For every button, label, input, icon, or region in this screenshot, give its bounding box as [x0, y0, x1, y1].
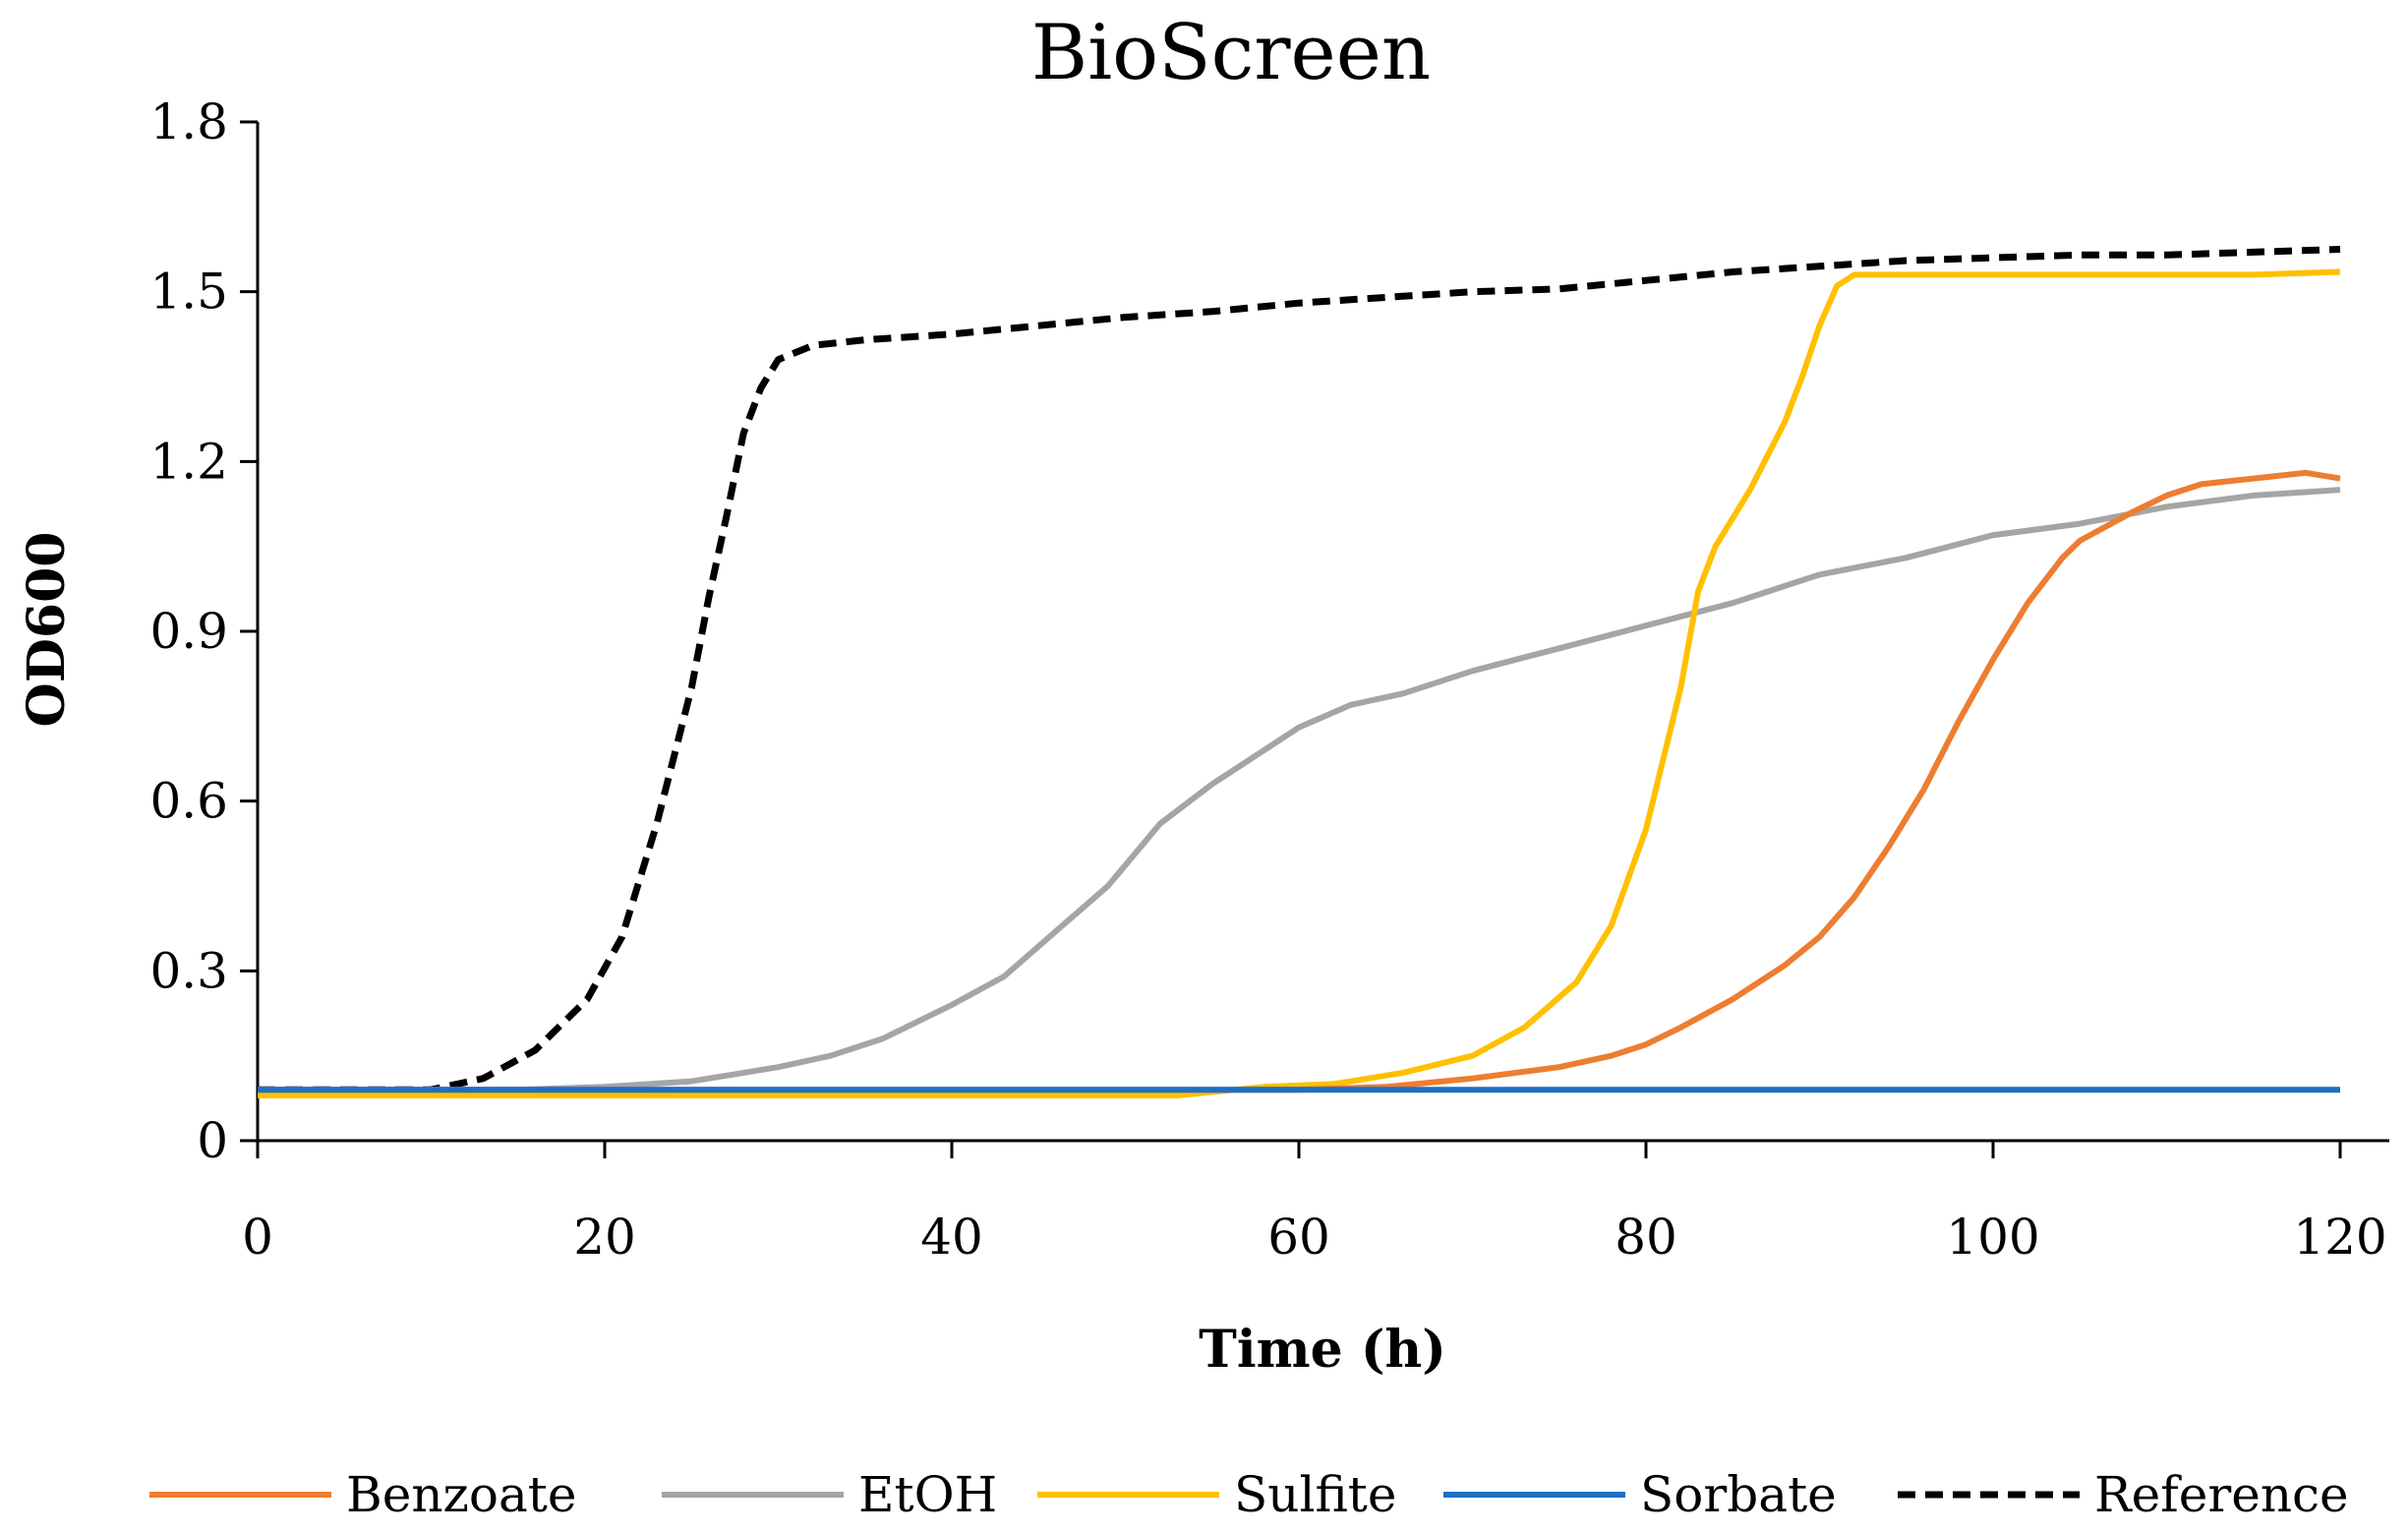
y-tick-label: 1.2: [149, 433, 228, 490]
x-tick-label: 100: [1946, 1209, 2039, 1266]
y-tick-label: 1.8: [149, 93, 228, 150]
x-axis-label: Time (h): [1199, 1320, 1446, 1380]
series-line-benzoate: [258, 469, 2341, 1093]
series-line-etoh: [258, 487, 2341, 1093]
y-tick-label: 1.5: [149, 264, 228, 321]
series-line-reference: [258, 246, 2341, 1093]
series-line-sulfite: [258, 268, 2341, 1098]
series-lines: [258, 246, 2341, 1098]
y-tick-label: 0.6: [149, 773, 228, 830]
legend-label-sorbate: Sorbate: [1640, 1466, 1837, 1523]
y-tick-label: 0: [197, 1112, 228, 1169]
y-axis-label: OD600: [17, 532, 77, 728]
chart-title: BioScreen: [1031, 9, 1431, 97]
y-tick-label: 0.3: [149, 942, 228, 999]
x-tick-label: 0: [242, 1209, 273, 1266]
legend-label-reference: Reference: [2094, 1466, 2349, 1523]
legend-label-benzoate: Benzoate: [346, 1466, 576, 1523]
legend: Benzoate EtOH Sulfite Sorbate Reference: [149, 1466, 2349, 1523]
x-tick-label: 120: [2293, 1209, 2386, 1266]
x-tick-label: 60: [1267, 1209, 1330, 1266]
axes: 0 0.3 0.6 0.9 1.2 1.5 1.8 0 20 40 60 80 100 120: [149, 93, 2389, 1266]
x-tick-label: 40: [920, 1209, 983, 1266]
y-tick-label: 0.9: [149, 603, 228, 660]
legend-label-etoh: EtOH: [858, 1466, 997, 1523]
x-tick-label: 80: [1615, 1209, 1677, 1266]
x-tick-label: 20: [573, 1209, 636, 1266]
legend-label-sulfite: Sulfite: [1234, 1466, 1396, 1523]
